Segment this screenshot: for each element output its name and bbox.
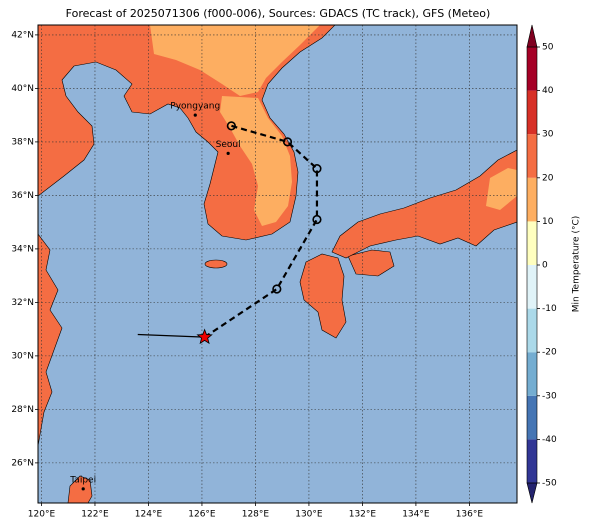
colorbar-tick-label: 20	[542, 173, 554, 183]
map-frame	[37, 24, 518, 504]
colorbar-tick-label: -30	[542, 391, 557, 401]
colorbar-tick-label: 0	[542, 261, 548, 271]
colorbar-tick-label: -50	[542, 479, 557, 489]
city-dot	[193, 113, 197, 117]
land-warm-north	[150, 25, 320, 96]
colorbar-tick-label: -10	[542, 304, 557, 314]
track-point	[226, 121, 236, 131]
x-tick-label: 130°E	[295, 510, 323, 520]
colorbar-band	[527, 221, 537, 265]
y-tick-label: 32°N	[11, 298, 34, 308]
y-tick-label: 40°N	[11, 84, 34, 94]
colorbar-band	[527, 47, 537, 91]
land-jeju	[204, 259, 228, 269]
land-warm-honshu	[486, 168, 517, 210]
y-tick-label: 34°N	[11, 244, 34, 254]
track-forecast	[204, 124, 319, 339]
x-tick-label: 120°E	[28, 510, 56, 520]
colorbar-over	[526, 24, 538, 48]
colorbar-label: Min Temperature (°C)	[572, 216, 582, 313]
colorbar-tick-label: 10	[542, 217, 554, 227]
colorbar-tick-label: -20	[542, 348, 557, 358]
city-label: Taipei	[69, 475, 96, 485]
city-label: Pyongyang	[170, 102, 220, 112]
colorbar-band	[527, 352, 537, 396]
land-china-south	[38, 233, 63, 447]
x-tick-label: 134°E	[402, 510, 430, 520]
land-warm-korea	[220, 96, 292, 226]
colorbar-under	[526, 482, 538, 504]
land-kyushu	[299, 253, 347, 339]
track-past	[137, 333, 205, 338]
y-tick-label: 28°N	[11, 405, 34, 415]
colorbar-band	[527, 395, 537, 440]
land-honshu	[331, 149, 517, 259]
colorbar-band	[527, 177, 537, 222]
y-tick-label: 42°N	[11, 30, 34, 40]
track-point	[272, 284, 282, 294]
y-tick-label: 36°N	[11, 191, 34, 201]
current-position	[196, 328, 213, 345]
x-tick-label: 128°E	[242, 510, 270, 520]
colorbar-band	[527, 134, 537, 178]
track-point	[312, 214, 322, 225]
track-point	[312, 164, 322, 174]
x-tick-label: 136°E	[456, 510, 484, 520]
grid	[38, 25, 517, 503]
colorbar-tick-label: 40	[542, 86, 554, 96]
y-tick-label: 38°N	[11, 137, 34, 147]
colorbar-band	[527, 308, 537, 353]
colorbar-tick-label: -40	[542, 435, 557, 445]
colorbar-tick-label: 50	[542, 43, 554, 53]
x-tick-label: 132°E	[349, 510, 377, 520]
x-tick-label: 122°E	[81, 510, 109, 520]
colorbar-tick-label: 30	[542, 130, 554, 140]
land-taiwan	[67, 475, 93, 503]
colorbar-band	[527, 265, 537, 309]
city-dot	[226, 151, 230, 155]
y-tick-label: 30°N	[11, 351, 34, 361]
land-shikoku	[347, 249, 395, 277]
colorbar-band	[527, 90, 537, 135]
map-title: Forecast of 2025071306 (f000-006), Sourc…	[66, 7, 491, 20]
city-dot	[81, 487, 85, 491]
colorbar-band	[527, 439, 537, 483]
y-tick-label: 26°N	[11, 458, 34, 468]
x-tick-label: 126°E	[188, 510, 216, 520]
city-label: Seoul	[216, 140, 241, 150]
x-tick-label: 124°E	[135, 510, 163, 520]
ocean	[38, 25, 517, 503]
map-area: Pyongyang Seoul Taipei	[38, 25, 517, 503]
track-point	[282, 137, 293, 147]
track: Pyongyang Seoul Taipei	[69, 102, 322, 491]
